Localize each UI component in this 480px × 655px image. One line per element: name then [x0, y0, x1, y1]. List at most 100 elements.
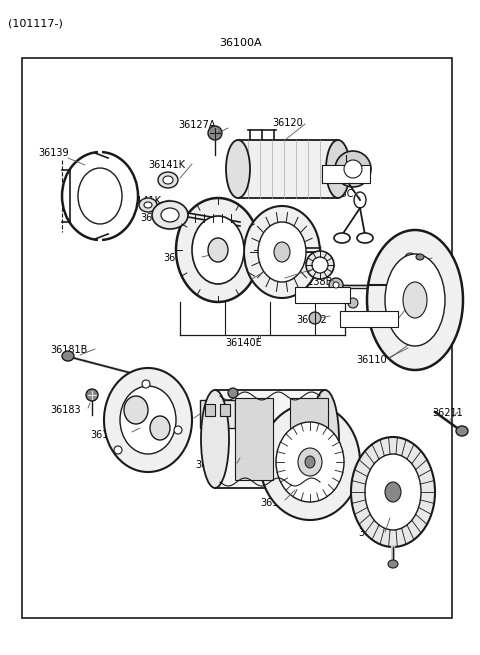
Ellipse shape [124, 396, 148, 424]
Text: 36127A: 36127A [178, 120, 216, 130]
Text: 36181B: 36181B [50, 345, 87, 355]
Ellipse shape [357, 233, 373, 243]
Bar [295, 287, 350, 303]
Ellipse shape [333, 282, 339, 288]
Ellipse shape [144, 202, 152, 208]
Text: 36145: 36145 [261, 277, 292, 287]
Ellipse shape [367, 230, 463, 370]
Ellipse shape [176, 198, 260, 302]
Ellipse shape [344, 160, 362, 178]
Ellipse shape [335, 151, 371, 187]
Text: 36211: 36211 [432, 408, 463, 418]
Ellipse shape [244, 206, 320, 298]
Ellipse shape [226, 140, 250, 198]
Text: 36170A: 36170A [195, 460, 232, 470]
Ellipse shape [142, 380, 150, 388]
Ellipse shape [306, 251, 334, 279]
Text: 36144: 36144 [208, 277, 239, 287]
Text: 36150: 36150 [260, 498, 291, 508]
Text: 36114E: 36114E [396, 255, 433, 265]
Ellipse shape [405, 253, 415, 263]
Ellipse shape [354, 192, 366, 208]
Ellipse shape [276, 422, 344, 502]
Text: 36120: 36120 [272, 118, 303, 128]
Bar [235, 398, 273, 480]
Text: 36183: 36183 [50, 405, 81, 415]
Text: 36112H: 36112H [343, 313, 381, 323]
Ellipse shape [192, 216, 244, 284]
Text: 36130B: 36130B [322, 152, 360, 162]
Ellipse shape [326, 140, 350, 198]
Ellipse shape [334, 233, 350, 243]
Bar [200, 400, 235, 428]
Text: 36182: 36182 [150, 415, 181, 425]
Ellipse shape [174, 426, 182, 434]
Text: 36141K: 36141K [148, 160, 185, 170]
Ellipse shape [405, 323, 415, 333]
Ellipse shape [161, 208, 179, 222]
Bar [215, 390, 325, 488]
Ellipse shape [416, 254, 424, 260]
Ellipse shape [456, 426, 468, 436]
Text: 36100A: 36100A [219, 38, 261, 48]
Text: 36137A: 36137A [298, 289, 336, 299]
Text: 36138B: 36138B [295, 277, 332, 287]
Ellipse shape [86, 389, 98, 401]
Ellipse shape [258, 222, 306, 282]
Bar [22, 58, 452, 618]
Ellipse shape [208, 238, 228, 262]
Text: 36141K: 36141K [124, 196, 161, 206]
Ellipse shape [309, 312, 321, 324]
Bar [340, 311, 398, 327]
Ellipse shape [78, 168, 122, 224]
Bar [400, 248, 420, 338]
Text: 36131A: 36131A [325, 167, 362, 177]
Text: 36139: 36139 [38, 148, 69, 158]
Ellipse shape [388, 560, 398, 568]
Ellipse shape [311, 390, 339, 488]
Text: (101117-): (101117-) [8, 18, 63, 28]
Ellipse shape [274, 242, 290, 262]
Bar [395, 248, 425, 263]
Ellipse shape [365, 454, 421, 530]
Ellipse shape [163, 176, 173, 184]
Ellipse shape [150, 416, 170, 440]
Ellipse shape [385, 482, 401, 502]
Bar [220, 404, 230, 416]
Ellipse shape [340, 171, 350, 181]
Text: 36102: 36102 [296, 315, 327, 325]
Ellipse shape [208, 126, 222, 140]
Ellipse shape [104, 368, 192, 472]
Ellipse shape [305, 456, 315, 468]
Bar [205, 404, 215, 416]
Text: 36140E: 36140E [225, 338, 262, 348]
Ellipse shape [201, 390, 229, 488]
Text: 36170: 36170 [90, 430, 121, 440]
Ellipse shape [298, 448, 322, 476]
Ellipse shape [152, 201, 188, 229]
Bar [322, 165, 370, 183]
Text: 36130B: 36130B [322, 152, 360, 162]
Ellipse shape [260, 404, 360, 520]
Bar [290, 398, 328, 480]
Text: 36146A: 36146A [358, 528, 395, 538]
Ellipse shape [312, 257, 328, 273]
Ellipse shape [62, 152, 138, 240]
Bar [395, 323, 425, 338]
Ellipse shape [228, 388, 238, 398]
Bar [238, 140, 338, 198]
Text: 36135C: 36135C [316, 189, 353, 199]
Ellipse shape [329, 278, 343, 292]
Ellipse shape [139, 198, 157, 212]
Ellipse shape [351, 437, 435, 547]
Text: 36143A: 36143A [163, 253, 200, 263]
Ellipse shape [385, 254, 445, 346]
Ellipse shape [120, 386, 176, 454]
Ellipse shape [114, 446, 122, 454]
Text: 36141K: 36141K [140, 213, 177, 223]
Ellipse shape [348, 298, 358, 308]
Text: 36110: 36110 [356, 355, 386, 365]
Ellipse shape [62, 351, 74, 361]
Ellipse shape [403, 282, 427, 318]
Ellipse shape [158, 172, 178, 188]
